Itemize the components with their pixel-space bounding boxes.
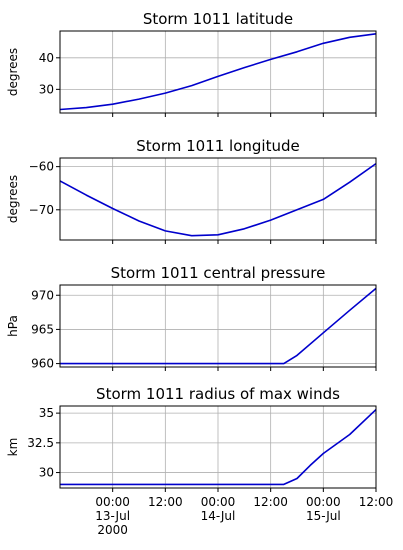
series-line-1 <box>59 162 377 237</box>
series-line-1 <box>59 33 377 111</box>
axes-frame <box>59 30 377 114</box>
y-tick-label: 965 <box>31 322 54 336</box>
y-tick-label: 30 <box>39 82 54 96</box>
panel-1: Storm 1011 latitude 30 40 degrees <box>6 10 377 117</box>
x-tick-label: 14-Jul <box>201 509 236 523</box>
y-tick-label: 970 <box>31 288 54 302</box>
y-tick-label: 35 <box>39 406 54 420</box>
y-axis-label: hPa <box>6 315 20 337</box>
axes-frame <box>59 405 377 489</box>
x-tick-label: 12:00 <box>359 495 394 509</box>
x-tick-label: 12:00 <box>253 495 288 509</box>
x-tick-label: 00:00 <box>95 495 130 509</box>
axes-frame <box>59 157 377 241</box>
y-tick-label: −70 <box>29 203 54 217</box>
axes-frame <box>59 284 377 368</box>
y-tick-label: 30 <box>39 466 54 480</box>
x-tick-label: 15-Jul <box>306 509 341 523</box>
series-line-1 <box>60 287 377 365</box>
chart-title: Storm 1011 latitude <box>143 10 293 28</box>
y-axis-label: degrees <box>6 48 20 96</box>
x-tick-label: 2000 <box>97 523 128 537</box>
x-tick-label: 13-Jul <box>95 509 130 523</box>
y-tick-label: 960 <box>31 357 54 371</box>
panel-4: Storm 1011 radius of max winds 30 32.5 35 km… <box>6 385 393 537</box>
chart-title: Storm 1011 radius of max winds <box>96 385 340 403</box>
chart-title: Storm 1011 central pressure <box>111 264 326 282</box>
y-axis-label: km <box>6 438 20 457</box>
panel-3: Storm 1011 central pressure 960 965 970 hPa <box>6 264 377 371</box>
y-axis-label: degrees <box>6 175 20 223</box>
x-tick-label: 00:00 <box>306 495 341 509</box>
chart-title: Storm 1011 longitude <box>136 137 299 155</box>
panel-2: Storm 1011 longitude −60 −70 degrees <box>6 137 377 244</box>
series-line-1 <box>60 409 377 486</box>
y-tick-label: −60 <box>29 160 54 174</box>
x-tick-label: 00:00 <box>201 495 236 509</box>
y-tick-label: 32.5 <box>27 436 54 450</box>
x-tick-label: 12:00 <box>148 495 183 509</box>
y-tick-label: 40 <box>39 51 54 65</box>
